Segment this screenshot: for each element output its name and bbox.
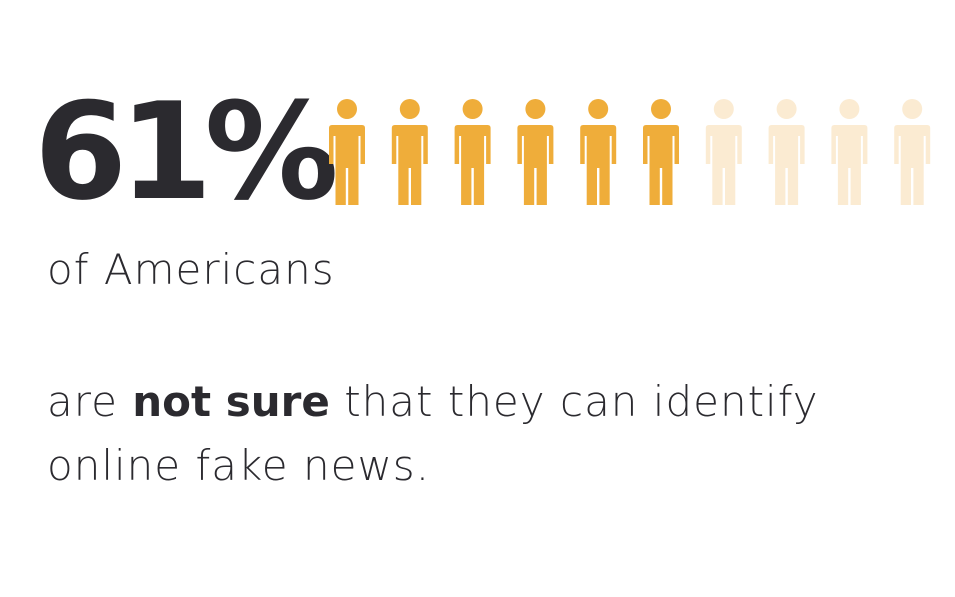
person-icon-empty <box>705 99 742 205</box>
statement-text: are not sure that they can identify onli… <box>47 370 927 498</box>
statement-emphasis: not sure <box>132 377 330 426</box>
person-icon-empty <box>831 99 868 205</box>
person-icon-filled <box>454 99 491 205</box>
stat-percentage: 61% <box>34 74 339 230</box>
statement-pre: are <box>47 377 118 426</box>
person-icon-filled <box>329 99 365 205</box>
subject-text: of Americans <box>47 245 335 294</box>
person-pictogram <box>329 99 931 205</box>
person-icon-filled <box>643 99 679 205</box>
person-icon-empty <box>894 99 931 205</box>
person-icon-filled <box>517 99 554 205</box>
person-icon-filled <box>580 99 617 205</box>
statement-post: that they can identify online fake news. <box>47 377 819 490</box>
person-icon-empty <box>768 99 805 205</box>
person-icon-filled <box>391 99 428 205</box>
